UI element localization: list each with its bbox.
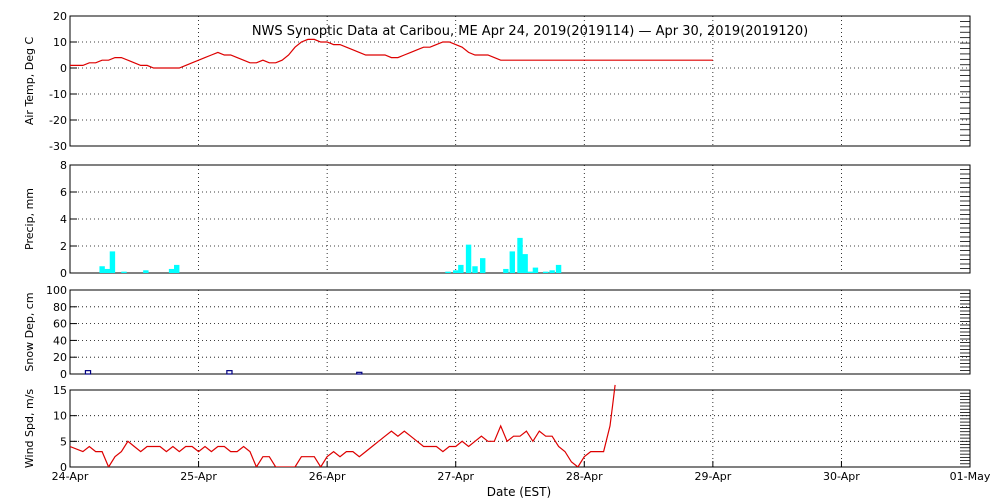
chart-title: NWS Synoptic Data at Caribou, ME Apr 24,… xyxy=(252,24,808,39)
y-tick-label: 20 xyxy=(53,351,67,364)
bar xyxy=(555,264,562,273)
y-tick-label: 100 xyxy=(46,284,67,297)
bar xyxy=(356,371,363,375)
bar xyxy=(549,270,555,273)
series-line xyxy=(70,384,616,467)
y-tick-label: 10 xyxy=(53,36,67,49)
bar xyxy=(509,251,515,273)
y-axis-label: Precip, mm xyxy=(23,188,36,250)
y-tick-label: -20 xyxy=(49,114,67,127)
y-axis-label: Wind Spd, m/s xyxy=(23,389,36,469)
y-tick-label: 20 xyxy=(53,10,67,23)
x-axis: 24-Apr 25-Apr 26-Apr 27-Apr 28-Apr 29-Apr 30-A… xyxy=(52,461,991,483)
y-tick-label: 40 xyxy=(53,334,67,347)
y-tick-label: 15 xyxy=(53,384,67,397)
y-tick-label: 4 xyxy=(60,213,67,226)
bar xyxy=(465,244,472,273)
y-tick-label: 80 xyxy=(53,301,67,314)
bar xyxy=(517,237,523,273)
bar xyxy=(226,370,233,375)
y-tick-label: 8 xyxy=(60,159,67,172)
panel-4: 0 5 10 15 Wind Spd, m/s xyxy=(23,384,971,474)
bar xyxy=(109,251,116,273)
bar xyxy=(453,270,459,273)
bar xyxy=(104,268,110,273)
y-tick-label: 2 xyxy=(60,240,67,253)
bar xyxy=(84,370,92,375)
x-tick-label: 27-Apr xyxy=(437,470,474,483)
bar xyxy=(458,264,464,273)
x-tick-label: 26-Apr xyxy=(309,470,346,483)
x-axis-label: Date (EST) xyxy=(487,485,551,499)
bar xyxy=(143,270,149,273)
bar xyxy=(472,266,478,273)
x-tick-label: 29-Apr xyxy=(694,470,731,483)
y-tick-label: -10 xyxy=(49,88,67,101)
x-tick-label: 24-Apr xyxy=(52,470,89,483)
y-axis-label: Snow Dep, cm xyxy=(23,292,36,371)
x-tick-label: 01-May xyxy=(950,470,991,483)
y-tick-label: 10 xyxy=(53,410,67,423)
y-tick-label: 5 xyxy=(60,435,67,448)
panel-3: 0 20 40 60 80 100 Snow Dep, cm xyxy=(23,284,971,381)
y-axis-label: Air Temp, Deg C xyxy=(23,37,36,126)
bar xyxy=(532,267,539,273)
panel-1: -30 -20 -10 0 10 20 Air Temp, Deg C xyxy=(23,10,971,153)
x-tick-label: 28-Apr xyxy=(566,470,603,483)
y-tick-label: 6 xyxy=(60,186,67,199)
bar xyxy=(527,271,533,273)
y-tick-label: 60 xyxy=(53,318,67,331)
bar xyxy=(168,268,175,273)
y-tick-label: -30 xyxy=(49,140,67,153)
bar xyxy=(503,268,509,273)
bar xyxy=(543,271,549,273)
y-tick-label: 0 xyxy=(60,368,67,381)
bar xyxy=(174,264,180,273)
panel-2: 0 2 4 6 8 Precip, mm xyxy=(23,159,971,280)
panels: -30 -20 -10 0 10 20 Air Temp, Deg C 0 2 4 6 8 Precip… xyxy=(23,10,971,474)
x-tick-label: 30-Apr xyxy=(823,470,860,483)
x-tick-label: 25-Apr xyxy=(180,470,217,483)
y-tick-label: 0 xyxy=(60,461,67,474)
bar xyxy=(480,258,486,273)
series-line xyxy=(70,38,713,69)
bar xyxy=(522,254,528,273)
panel-frame xyxy=(69,389,971,468)
bar xyxy=(99,266,105,273)
y-tick-label: 0 xyxy=(60,62,67,75)
bar xyxy=(121,271,127,273)
bar xyxy=(445,271,451,273)
y-tick-label: 0 xyxy=(60,267,67,280)
panel-frame xyxy=(69,289,971,375)
